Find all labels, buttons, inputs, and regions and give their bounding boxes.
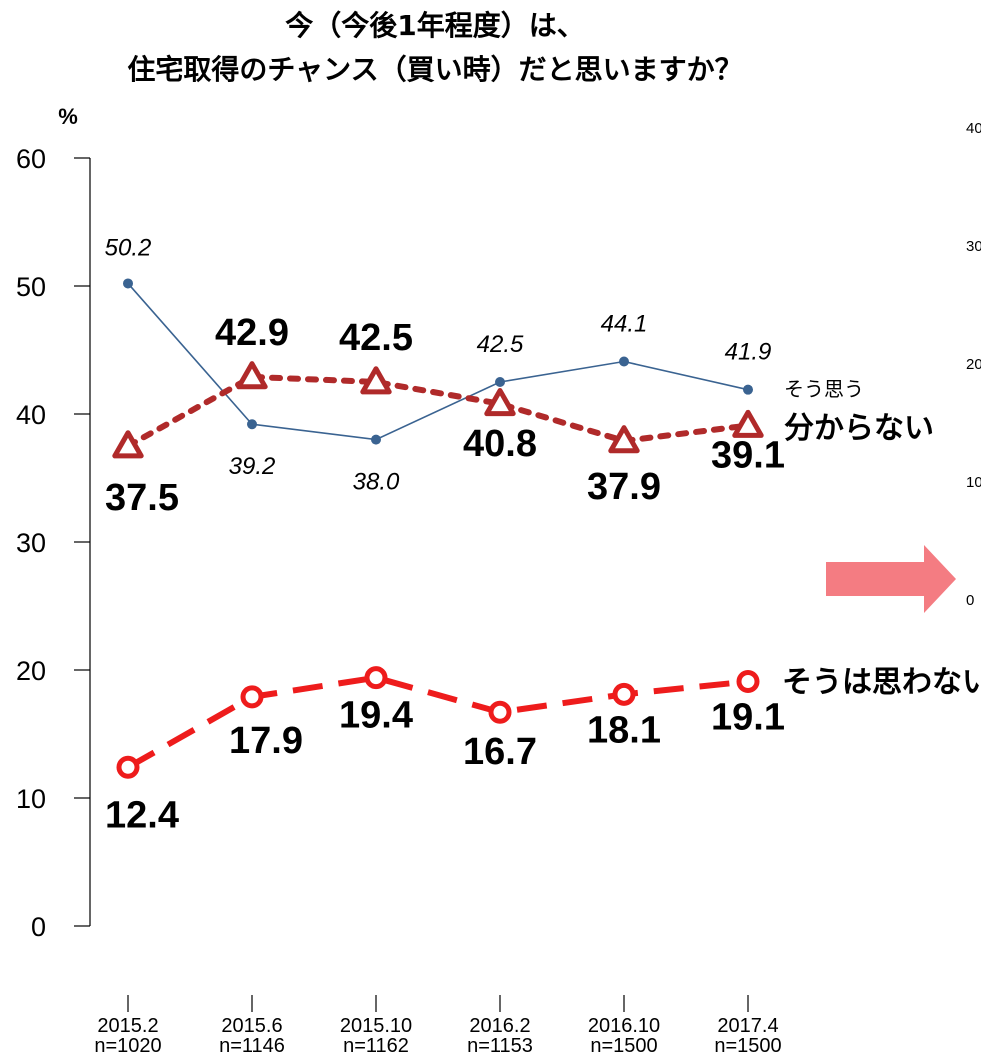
triangle-marker <box>732 409 764 438</box>
dot-marker <box>247 419 257 430</box>
x-sample-size-label: n=1146 <box>219 1035 285 1056</box>
data-label-souha-omowanai: 17.9 <box>229 720 303 762</box>
data-label-wakaranai: 37.9 <box>587 466 661 508</box>
triangle-marker <box>236 361 268 390</box>
circle-marker <box>364 666 388 690</box>
chart-title-line-2: 住宅取得のチャンス（買い時）だと思いますか？ <box>127 53 743 86</box>
cut-off-tick-label: 40 <box>966 120 981 137</box>
dot-marker <box>743 384 753 395</box>
triangle-marker <box>112 430 144 459</box>
data-label-souha-omowanai: 19.4 <box>339 695 413 737</box>
series-label-wakaranai: 分からない <box>784 411 934 446</box>
y-tick-label: 0 <box>31 912 46 942</box>
data-label-sou-omou: 41.9 <box>725 339 772 366</box>
series-line-sou-omou <box>127 282 749 441</box>
series-label-sou-omou: そう思う <box>784 377 864 401</box>
axes: 0 10 20 30 40 50 60% 2015.2n=1020 2015.6n=1146 20… <box>16 104 782 1056</box>
y-tick-label: 30 <box>16 528 46 558</box>
data-label-souha-omowanai: 19.1 <box>711 697 785 739</box>
data-label-souha-omowanai: 16.7 <box>463 731 537 773</box>
x-sample-size-label: n=1153 <box>467 1035 533 1056</box>
circle-marker <box>612 682 636 706</box>
x-sample-size-label: n=1162 <box>343 1035 409 1056</box>
x-tick-label: 2015.10 <box>340 1015 412 1037</box>
x-tick-label: 2017.4 <box>717 1015 778 1037</box>
data-label-souha-omowanai: 18.1 <box>587 709 661 751</box>
data-label-wakaranai: 42.5 <box>339 317 413 359</box>
circle-marker <box>240 685 264 709</box>
data-label-wakaranai: 42.9 <box>215 312 289 354</box>
data-label-souha-omowanai: 12.4 <box>105 794 179 836</box>
y-axis-label: % <box>58 104 78 129</box>
triangle-marker <box>360 366 392 395</box>
chart-title-line-1: 今（今後1年程度）は、 <box>285 9 585 42</box>
dot-marker <box>123 278 133 289</box>
data-label-sou-omou: 39.2 <box>229 453 276 480</box>
series-line-wakaranai <box>125 373 751 449</box>
y-tick-label: 10 <box>16 784 46 814</box>
data-label-wakaranai: 40.8 <box>463 423 537 465</box>
series-line-souha-omowanai <box>126 674 749 770</box>
decorations: 40 30 20 10 0 <box>826 120 981 613</box>
x-tick-label: 2016.10 <box>588 1015 660 1037</box>
data-label-sou-omou: 50.2 <box>105 234 152 261</box>
dot-marker <box>619 356 629 367</box>
circle-marker <box>488 700 512 724</box>
y-tick-label: 50 <box>16 272 46 302</box>
chart-title: 今（今後1年程度）は、 住宅取得のチャンス（買い時）だと思いますか？ <box>0 4 870 92</box>
series-lines <box>125 282 751 770</box>
y-tick-label: 20 <box>16 656 46 686</box>
circle-marker <box>116 755 140 779</box>
circle-marker <box>736 670 760 694</box>
triangle-marker <box>484 388 516 417</box>
triangle-marker <box>608 425 640 454</box>
x-tick-label: 2016.2 <box>469 1015 530 1037</box>
markers <box>112 278 764 779</box>
x-sample-size-label: n=1500 <box>714 1035 781 1056</box>
data-label-sou-omou: 44.1 <box>601 311 648 338</box>
x-tick-label: 2015.6 <box>221 1015 282 1037</box>
x-sample-size-label: n=1500 <box>590 1035 657 1056</box>
series-label-souha-omowanai: そうは思わない <box>782 665 981 700</box>
right-arrow-icon <box>826 545 956 613</box>
data-label-sou-omou: 38.0 <box>353 469 400 496</box>
cut-off-tick-label: 0 <box>966 592 974 609</box>
x-sample-size-label: n=1020 <box>94 1035 161 1056</box>
x-tick-label: 2015.2 <box>97 1015 158 1037</box>
cut-off-tick-label: 10 <box>966 474 981 491</box>
cut-off-tick-label: 20 <box>966 356 981 373</box>
y-tick-label: 40 <box>16 400 46 430</box>
y-tick-label: 60 <box>16 144 46 174</box>
dot-marker <box>371 434 381 445</box>
data-label-wakaranai: 37.5 <box>105 477 179 519</box>
cut-off-tick-label: 30 <box>966 238 981 255</box>
dot-marker <box>495 377 505 387</box>
data-label-sou-omou: 42.5 <box>477 331 524 358</box>
data-labels: 50.2 39.2 38.0 42.5 44.1 41.9 37.5 42.9 42.5 40.8… <box>105 234 785 836</box>
data-label-wakaranai: 39.1 <box>711 435 785 477</box>
